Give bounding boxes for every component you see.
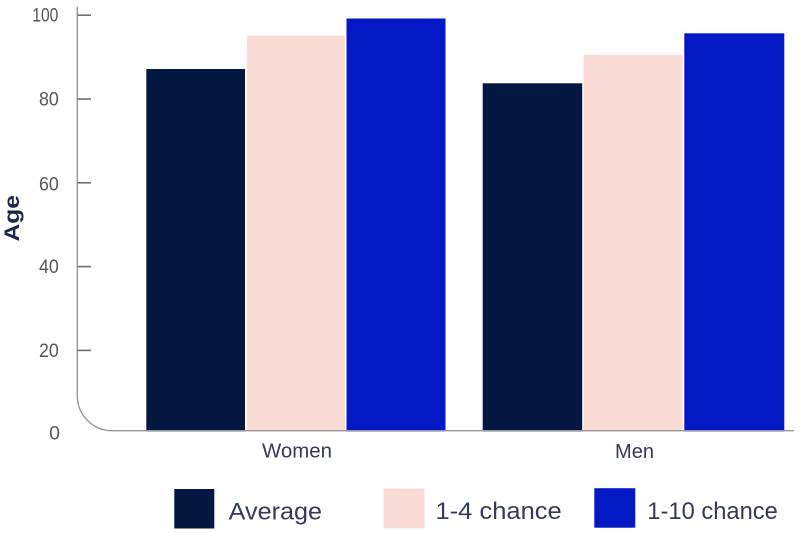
svg-text:Men: Men — [615, 441, 654, 463]
svg-text:Average: Average — [229, 498, 322, 525]
svg-text:60: 60 — [39, 173, 59, 195]
svg-text:1-4 chance: 1-4 chance — [436, 498, 562, 525]
svg-text:80: 80 — [39, 89, 59, 111]
svg-text:20: 20 — [39, 340, 59, 362]
svg-text:100: 100 — [32, 5, 58, 27]
svg-text:0: 0 — [49, 423, 60, 445]
svg-text:1-10 chance: 1-10 chance — [647, 498, 778, 525]
svg-text:Age: Age — [1, 195, 24, 242]
svg-text:40: 40 — [39, 256, 59, 278]
svg-text:Women: Women — [262, 440, 332, 462]
